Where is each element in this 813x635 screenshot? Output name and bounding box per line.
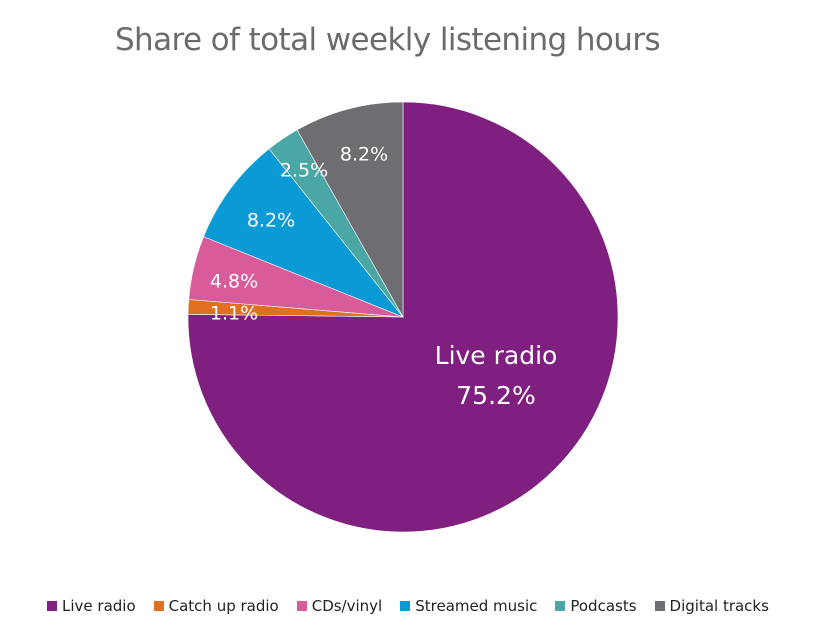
legend-item-streamed-music: Streamed music bbox=[400, 597, 537, 615]
pie-slice-streamed-music bbox=[203, 148, 404, 318]
legend-label: Live radio bbox=[62, 597, 136, 615]
chart-title: Share of total weekly listening hours bbox=[0, 22, 813, 58]
legend-item-cds-vinyl: CDs/vinyl bbox=[296, 597, 383, 615]
live-radio-label-value: 75.2% bbox=[456, 381, 536, 410]
legend-label: Catch up radio bbox=[168, 597, 279, 615]
pie-slice-digital-tracks bbox=[296, 101, 404, 319]
legend-swatch-icon bbox=[47, 601, 57, 611]
legend-label: Streamed music bbox=[415, 597, 538, 615]
legend-label: CDs/vinyl bbox=[311, 597, 383, 615]
slice-label-digital-tracks: 8.2% bbox=[339, 143, 389, 166]
legend-swatch-icon bbox=[555, 601, 566, 611]
legend-swatch-icon bbox=[296, 601, 307, 611]
legend-swatch-icon bbox=[654, 601, 665, 611]
chart-legend: Live radio Catch up radio CDs/vinyl Stre… bbox=[47, 597, 787, 615]
slice-label-streamed-music: 8.2% bbox=[246, 209, 296, 232]
live-radio-label-name: Live radio bbox=[434, 341, 558, 370]
legend-item-podcasts: Podcasts bbox=[555, 597, 637, 615]
slice-label-catch-up-radio: 1.1% bbox=[209, 302, 259, 325]
slice-label-live-radio: Live radio 75.2% bbox=[435, 336, 558, 416]
slice-label-podcasts: 2.5% bbox=[279, 159, 329, 182]
legend-swatch-icon bbox=[153, 601, 164, 611]
legend-label: Digital tracks bbox=[669, 597, 769, 615]
legend-label: Podcasts bbox=[570, 597, 637, 615]
chart-title-text: Share of total weekly listening hours bbox=[114, 22, 661, 58]
legend-swatch-icon bbox=[400, 601, 411, 611]
legend-item-live-radio: Live radio bbox=[47, 597, 136, 615]
pie-slices bbox=[187, 101, 619, 533]
legend-item-catch-up-radio: Catch up radio bbox=[153, 597, 279, 615]
slice-label-cds-vinyl: 4.8% bbox=[209, 270, 259, 293]
legend-item-digital-tracks: Digital tracks bbox=[654, 597, 769, 615]
